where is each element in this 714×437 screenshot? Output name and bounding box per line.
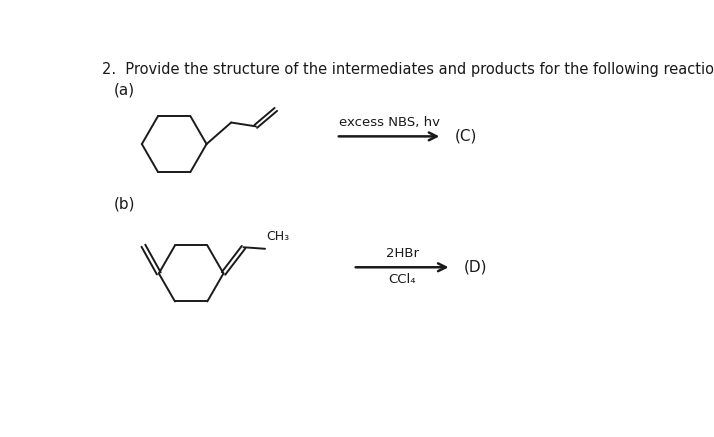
Text: (a): (a)	[114, 83, 135, 97]
Text: (D): (D)	[463, 260, 487, 275]
Text: (C): (C)	[455, 129, 477, 144]
Text: CH₃: CH₃	[266, 229, 290, 243]
Text: excess NBS, hv: excess NBS, hv	[338, 116, 440, 128]
Text: CCl₄: CCl₄	[388, 274, 416, 286]
Text: 2.  Provide the structure of the intermediates and products for the following re: 2. Provide the structure of the intermed…	[102, 62, 714, 76]
Text: 2HBr: 2HBr	[386, 246, 418, 260]
Text: (b): (b)	[114, 196, 136, 212]
